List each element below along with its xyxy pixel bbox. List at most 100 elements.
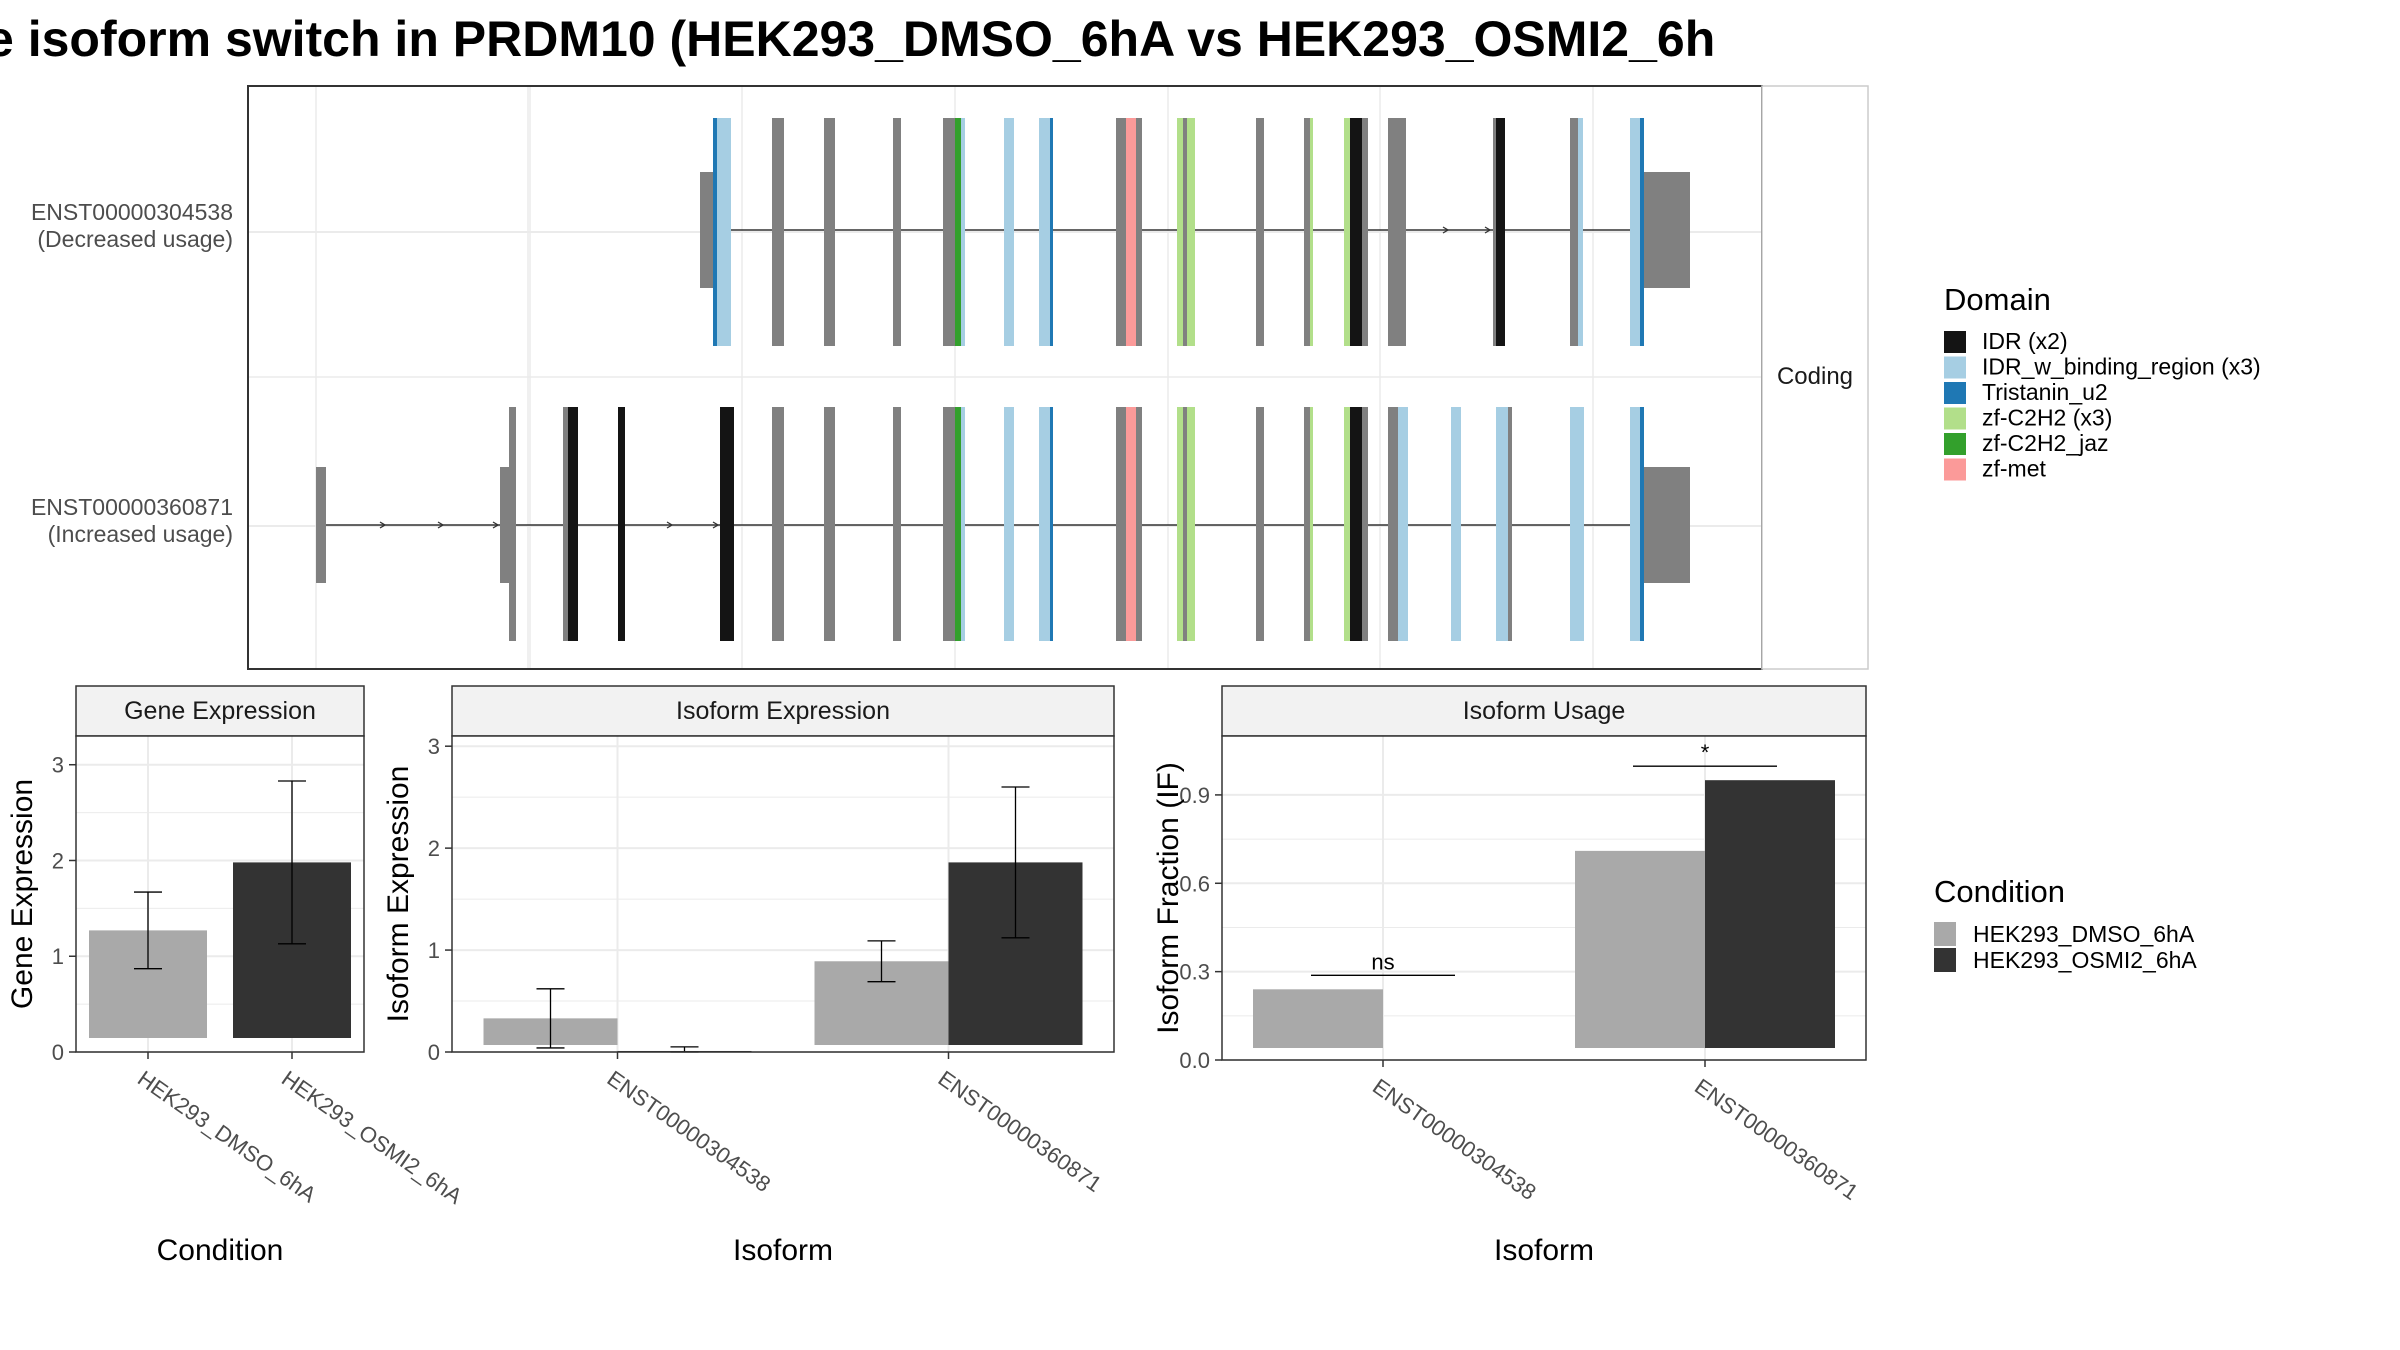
intron-arrow — [666, 521, 674, 529]
y-tick-label: 0.9 — [1179, 783, 1210, 808]
exon-block — [772, 407, 784, 641]
y-tick-label: 0 — [52, 1040, 64, 1065]
y-tick-label: 1 — [428, 938, 440, 963]
exon-block — [955, 118, 961, 346]
panel-strip-label: Isoform Usage — [1463, 697, 1626, 725]
x-tick-label: ENST00000360871 — [934, 1066, 1107, 1197]
exon-block — [1310, 118, 1313, 346]
exon-block — [1310, 407, 1313, 641]
exon-block — [1350, 407, 1362, 641]
exon-block — [1177, 407, 1183, 641]
exon-block — [1004, 407, 1014, 641]
condition-legend-title: Condition — [1934, 874, 2065, 909]
exon-block — [943, 118, 955, 346]
legend-item-label: zf-C2H2 (x3) — [1982, 405, 2112, 431]
utr-block — [1644, 467, 1690, 583]
y-tick-label: 2 — [52, 848, 64, 873]
exon-block — [1136, 407, 1142, 641]
x-axis-title: Isoform — [733, 1234, 833, 1267]
legend-item-label: IDR_w_binding_region (x3) — [1982, 354, 2261, 380]
panel-strip-label: Gene Expression — [124, 697, 316, 725]
significance-label: ns — [1371, 949, 1394, 974]
exon-domain-idr — [1496, 118, 1505, 346]
exon-domain-idr-binding — [1451, 407, 1461, 641]
significance-label: * — [1701, 740, 1710, 765]
x-axis-title: Isoform — [1494, 1234, 1594, 1267]
coding-strip-label: Coding — [1777, 363, 1853, 390]
utr-block — [1644, 172, 1690, 288]
y-tick-label: 3 — [428, 734, 440, 759]
exon-block — [1388, 407, 1398, 641]
exon-block — [772, 118, 784, 346]
y-axis-title: Isoform Fraction (IF) — [1152, 762, 1185, 1034]
figure-title: e isoform switch in PRDM10 (HEK293_DMSO_… — [0, 11, 1715, 67]
exon-block — [509, 407, 516, 641]
legend-item-label: HEK293_OSMI2_6hA — [1973, 947, 2197, 973]
exon-block — [1116, 407, 1126, 641]
exon-domain-idr-binding — [1630, 407, 1640, 641]
utr-block — [500, 467, 510, 583]
intron-arrow — [379, 521, 387, 529]
exon-block — [1183, 407, 1187, 641]
panel-strip — [1221, 685, 1867, 737]
exon-block — [1039, 407, 1050, 641]
exon-block — [824, 407, 835, 641]
y-axis-title: Gene Expression — [6, 779, 39, 1009]
y-tick-label: 0.0 — [1179, 1048, 1210, 1073]
y-tick-label: 0.3 — [1179, 960, 1210, 985]
exon-block — [893, 118, 901, 346]
exon-block — [1304, 118, 1310, 346]
y-axis-title: Isoform Expression — [382, 766, 415, 1023]
exon-domain-idr — [568, 407, 578, 641]
exon-block — [961, 118, 965, 346]
exon-domain-idr — [618, 407, 625, 641]
exon-block — [1183, 118, 1187, 346]
exon-block — [893, 407, 901, 641]
exon-block — [1362, 118, 1368, 346]
utr-block — [316, 467, 326, 583]
exon-domain-idr-binding — [1630, 118, 1640, 346]
legend-item-label: zf-met — [1982, 456, 2047, 482]
exon-domain-idr-binding — [1570, 407, 1584, 641]
exon-domain-tristanin — [1640, 407, 1644, 641]
bar — [1253, 989, 1383, 1048]
y-tick-label: 3 — [52, 753, 64, 778]
exon-block — [1116, 118, 1126, 346]
bar — [1575, 850, 1705, 1048]
exon-block — [1256, 118, 1264, 346]
exon-block — [1344, 118, 1350, 346]
legend-swatch — [1944, 407, 1966, 430]
legend-swatch — [1944, 458, 1966, 481]
exon-block — [1177, 118, 1183, 346]
y-tick-label: 0.6 — [1179, 871, 1210, 896]
x-axis-title: Condition — [157, 1234, 284, 1267]
exon-block — [824, 118, 835, 346]
x-tick-label: ENST00000304538 — [603, 1066, 776, 1197]
intron-arrow — [437, 521, 445, 529]
intron-arrow — [712, 521, 720, 529]
isoform-usage-panel: Isoform Usage 0.0 0.3 0.6 0.9 ENST00000304538… — [1152, 685, 1867, 1267]
legend-item-label: Tristanin_u2 — [1982, 379, 2108, 405]
exon-block — [955, 407, 961, 641]
legend-item-label: IDR (x2) — [1982, 328, 2068, 354]
panel-border — [75, 735, 365, 1053]
exon-block — [1570, 118, 1578, 346]
transcript-structure-panel: ENST00000304538(Decreased usage) ENST0000… — [31, 85, 1869, 670]
domain-legend-title: Domain — [1944, 282, 2051, 317]
exon-block — [1388, 118, 1406, 346]
intron-arrow — [1442, 226, 1450, 234]
legend-swatch — [1944, 382, 1966, 404]
exon-domain-idr-binding — [1578, 118, 1583, 346]
utr-block — [700, 172, 714, 288]
exon-block — [1344, 407, 1350, 641]
coding-strip — [1761, 85, 1869, 670]
exon-domain-idr — [720, 407, 734, 641]
exon-domain-idr-binding — [1496, 407, 1508, 641]
isoform-label: ENST00000304538 — [31, 199, 233, 225]
exon-block — [961, 407, 965, 641]
y-tick-label: 1 — [52, 944, 64, 969]
exon-block — [1187, 407, 1195, 641]
legend-swatch — [1944, 356, 1966, 379]
intron-arrow — [1484, 226, 1492, 234]
